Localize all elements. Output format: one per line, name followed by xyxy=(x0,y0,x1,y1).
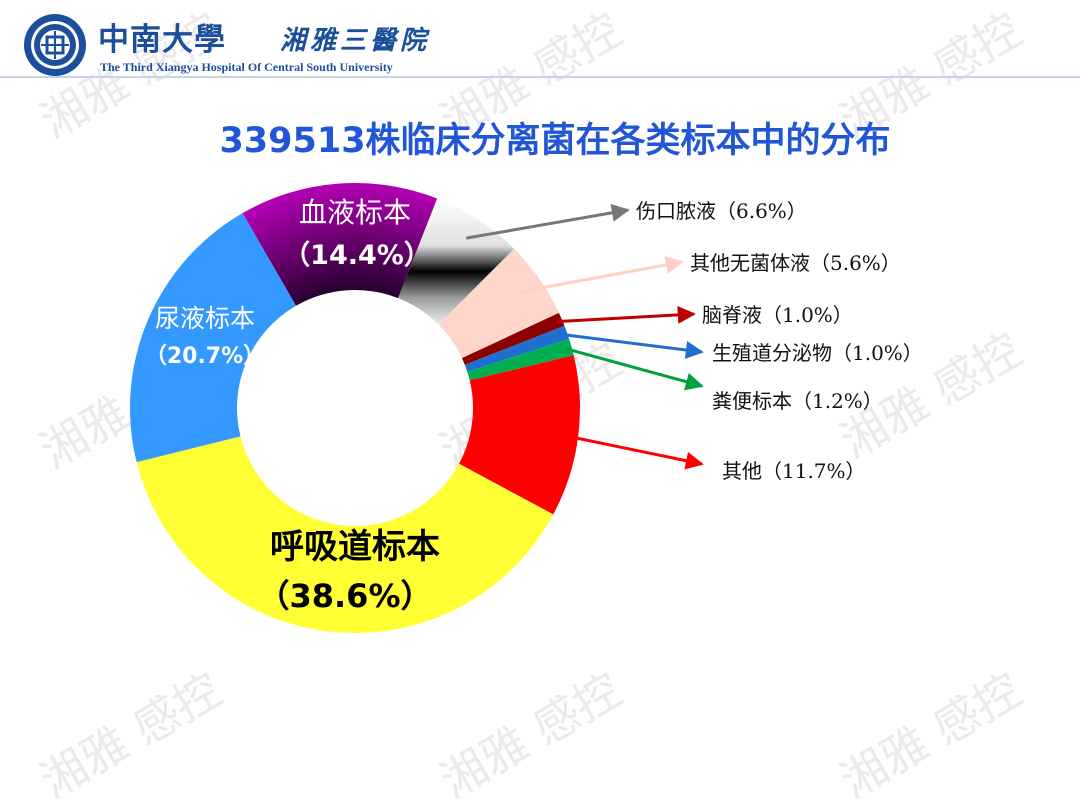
legend-label-stool: 粪便标本（1.2%） xyxy=(712,389,883,413)
legend-name-stool: 粪便标本 xyxy=(712,389,792,413)
slice-respiratory xyxy=(136,436,554,633)
slice-blood xyxy=(242,183,438,306)
arrow-genital xyxy=(561,332,704,359)
chart-title: 339513株临床分离菌在各类标本中的分布 xyxy=(219,121,891,161)
legend-pct-other: （11.7%） xyxy=(762,459,866,483)
legend-name-genital: 生殖道分泌物 xyxy=(712,341,832,365)
legend-label-sterile-fluid: 其他无菌体液（5.6%） xyxy=(690,251,901,275)
legend-name-wound: 伤口脓液 xyxy=(636,199,716,223)
header-divider xyxy=(0,76,1080,78)
donut-chart: 血液标本 （14.4%） 尿液标本 （20.7%） 呼吸道标本 （38.6%） … xyxy=(130,183,923,633)
legend-name-other: 其他 xyxy=(722,459,762,483)
hospital-name: 湘雅三醫院 xyxy=(280,26,431,56)
slice-sterile-fluid xyxy=(438,248,559,359)
arrow-sterile-fluid xyxy=(521,256,684,294)
hospital-english-name: The Third Xiangya Hospital Of Central So… xyxy=(100,60,393,74)
slice-pct-blood: （14.4%） xyxy=(283,240,431,271)
arrow-wound xyxy=(465,203,630,240)
slice-other xyxy=(458,355,581,515)
university-seal-icon xyxy=(24,14,86,76)
slice-pct-urine: （20.7%） xyxy=(145,344,265,369)
header: 中南大學 湘雅三醫院 The Third Xiangya Hospital Of… xyxy=(22,10,582,80)
legend-label-wound: 伤口脓液（6.6%） xyxy=(636,199,807,223)
slice-label-blood: 血液标本 xyxy=(299,196,411,229)
legend-label-csf: 脑脊液（1.0%） xyxy=(702,303,853,327)
legend-pct-stool: （1.2%） xyxy=(792,389,883,413)
legend-pct-genital: （1.0%） xyxy=(832,341,923,365)
legend-name-csf: 脑脊液 xyxy=(702,303,762,327)
slice-urine xyxy=(130,213,296,463)
university-name: 中南大學 xyxy=(98,22,226,58)
slice-label-respiratory: 呼吸道标本 xyxy=(270,527,440,567)
arrow-stool xyxy=(565,347,704,391)
slice-csf xyxy=(461,312,565,365)
slice-label-urine: 尿液标本 xyxy=(155,304,255,333)
legend-pct-csf: （1.0%） xyxy=(762,303,853,327)
legend-label-other: 其他（11.7%） xyxy=(722,459,866,483)
legend-pct-wound: （6.6%） xyxy=(716,199,807,223)
arrow-other xyxy=(556,432,704,470)
arrow-csf xyxy=(556,305,696,324)
legend-label-genital: 生殖道分泌物（1.0%） xyxy=(712,341,923,365)
legend-pct-sterile-fluid: （5.6%） xyxy=(810,251,901,275)
legend-name-sterile-fluid: 其他无菌体液 xyxy=(690,251,810,275)
slice-pct-respiratory: （38.6%） xyxy=(257,577,432,615)
slice-wound xyxy=(398,198,515,325)
slice-stool xyxy=(467,339,574,381)
slice-genital xyxy=(464,325,570,372)
